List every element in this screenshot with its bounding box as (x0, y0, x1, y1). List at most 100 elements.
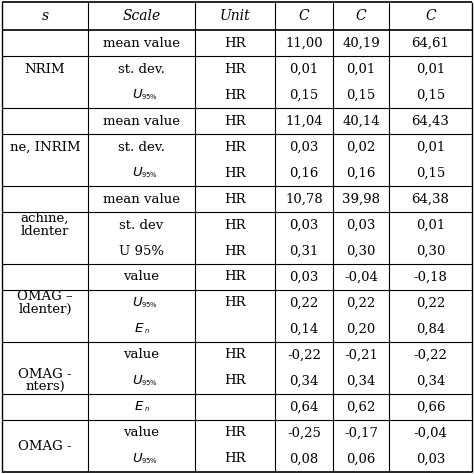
Text: $\it{E}$: $\it{E}$ (134, 400, 145, 412)
Text: 0,34: 0,34 (416, 374, 445, 388)
Text: st. dev: st. dev (119, 219, 164, 231)
Text: 64,61: 64,61 (411, 36, 449, 49)
Text: C: C (299, 9, 310, 23)
Text: -0,22: -0,22 (413, 348, 447, 362)
Text: 0,31: 0,31 (289, 245, 319, 257)
Text: 0,64: 0,64 (289, 401, 319, 413)
Text: -0,25: -0,25 (287, 427, 321, 439)
Text: Scale: Scale (122, 9, 161, 23)
Text: 0,15: 0,15 (289, 89, 319, 101)
Text: Unit: Unit (219, 9, 250, 23)
Text: 0,02: 0,02 (346, 140, 375, 154)
Text: 0,16: 0,16 (346, 166, 376, 180)
Text: $\it{U}$: $\it{U}$ (132, 295, 143, 309)
Text: value: value (124, 271, 159, 283)
Text: 0,30: 0,30 (346, 245, 376, 257)
Text: 39,98: 39,98 (342, 192, 380, 206)
Text: HR: HR (224, 192, 246, 206)
Text: mean value: mean value (103, 36, 180, 49)
Text: st. dev.: st. dev. (118, 140, 165, 154)
Text: C: C (425, 9, 436, 23)
Text: 0,01: 0,01 (416, 140, 445, 154)
Text: 0,03: 0,03 (289, 140, 319, 154)
Text: ne, INRIM: ne, INRIM (9, 140, 80, 154)
Text: nters): nters) (25, 381, 65, 394)
Text: $\it{U}$: $\it{U}$ (132, 88, 143, 100)
Text: value: value (124, 427, 159, 439)
Text: $_{n}$: $_{n}$ (144, 327, 149, 336)
Text: 64,43: 64,43 (411, 115, 449, 128)
Text: 0,03: 0,03 (289, 271, 319, 283)
Text: HR: HR (224, 245, 246, 257)
Text: -0,17: -0,17 (344, 427, 378, 439)
Text: s: s (41, 9, 48, 23)
Text: $\it{U}$: $\it{U}$ (132, 452, 143, 465)
Text: 0,01: 0,01 (416, 63, 445, 75)
Text: HR: HR (224, 115, 246, 128)
Text: 40,14: 40,14 (342, 115, 380, 128)
Text: HR: HR (224, 36, 246, 49)
Text: -0,22: -0,22 (287, 348, 321, 362)
Text: mean value: mean value (103, 192, 180, 206)
Text: 0,03: 0,03 (416, 453, 445, 465)
Text: ldenter: ldenter (21, 225, 69, 238)
Text: 0,03: 0,03 (289, 219, 319, 231)
Text: HR: HR (224, 63, 246, 75)
Text: $\it{U}$: $\it{U}$ (132, 165, 143, 179)
Text: 0,22: 0,22 (289, 297, 319, 310)
Text: 0,06: 0,06 (346, 453, 376, 465)
Text: HR: HR (224, 271, 246, 283)
Text: 0,03: 0,03 (346, 219, 376, 231)
Text: OMAG -: OMAG - (18, 439, 72, 453)
Text: HR: HR (224, 427, 246, 439)
Text: -0,04: -0,04 (344, 271, 378, 283)
Text: 0,66: 0,66 (416, 401, 445, 413)
Text: 0,14: 0,14 (289, 322, 319, 336)
Text: st. dev.: st. dev. (118, 63, 165, 75)
Text: HR: HR (224, 453, 246, 465)
Text: $_{95\%}$: $_{95\%}$ (141, 378, 158, 388)
Text: mean value: mean value (103, 115, 180, 128)
Text: HR: HR (224, 374, 246, 388)
Text: 0,34: 0,34 (346, 374, 376, 388)
Text: U 95%: U 95% (119, 245, 164, 257)
Text: 0,30: 0,30 (416, 245, 445, 257)
Text: 0,08: 0,08 (289, 453, 319, 465)
Text: NRIM: NRIM (25, 63, 65, 75)
Text: HR: HR (224, 166, 246, 180)
Text: 0,22: 0,22 (346, 297, 375, 310)
Text: 0,15: 0,15 (416, 166, 445, 180)
Text: 0,84: 0,84 (416, 322, 445, 336)
Text: HR: HR (224, 297, 246, 310)
Text: ldenter): ldenter) (18, 303, 72, 316)
Text: $_{95\%}$: $_{95\%}$ (141, 300, 158, 310)
Text: HR: HR (224, 89, 246, 101)
Text: -0,18: -0,18 (413, 271, 447, 283)
Text: 0,22: 0,22 (416, 297, 445, 310)
Text: 0,01: 0,01 (346, 63, 375, 75)
Text: HR: HR (224, 348, 246, 362)
Text: 0,20: 0,20 (346, 322, 375, 336)
Text: -0,21: -0,21 (344, 348, 378, 362)
Text: -0,04: -0,04 (413, 427, 447, 439)
Text: value: value (124, 348, 159, 362)
Text: $_{n}$: $_{n}$ (144, 404, 149, 413)
Text: $_{95\%}$: $_{95\%}$ (141, 456, 158, 466)
Text: $_{95\%}$: $_{95\%}$ (141, 170, 158, 180)
Text: 11,00: 11,00 (285, 36, 323, 49)
Text: 0,01: 0,01 (416, 219, 445, 231)
Text: HR: HR (224, 140, 246, 154)
Text: 0,16: 0,16 (289, 166, 319, 180)
Text: 0,15: 0,15 (346, 89, 375, 101)
Text: HR: HR (224, 219, 246, 231)
Text: 40,19: 40,19 (342, 36, 380, 49)
Text: 0,15: 0,15 (416, 89, 445, 101)
Text: achine,: achine, (21, 212, 69, 225)
Text: C: C (356, 9, 366, 23)
Text: 0,34: 0,34 (289, 374, 319, 388)
Text: $\it{U}$: $\it{U}$ (132, 374, 143, 386)
Text: 11,04: 11,04 (285, 115, 323, 128)
Text: OMAG -: OMAG - (18, 368, 72, 381)
Text: $\it{E}$: $\it{E}$ (134, 321, 145, 335)
Text: 0,01: 0,01 (289, 63, 319, 75)
